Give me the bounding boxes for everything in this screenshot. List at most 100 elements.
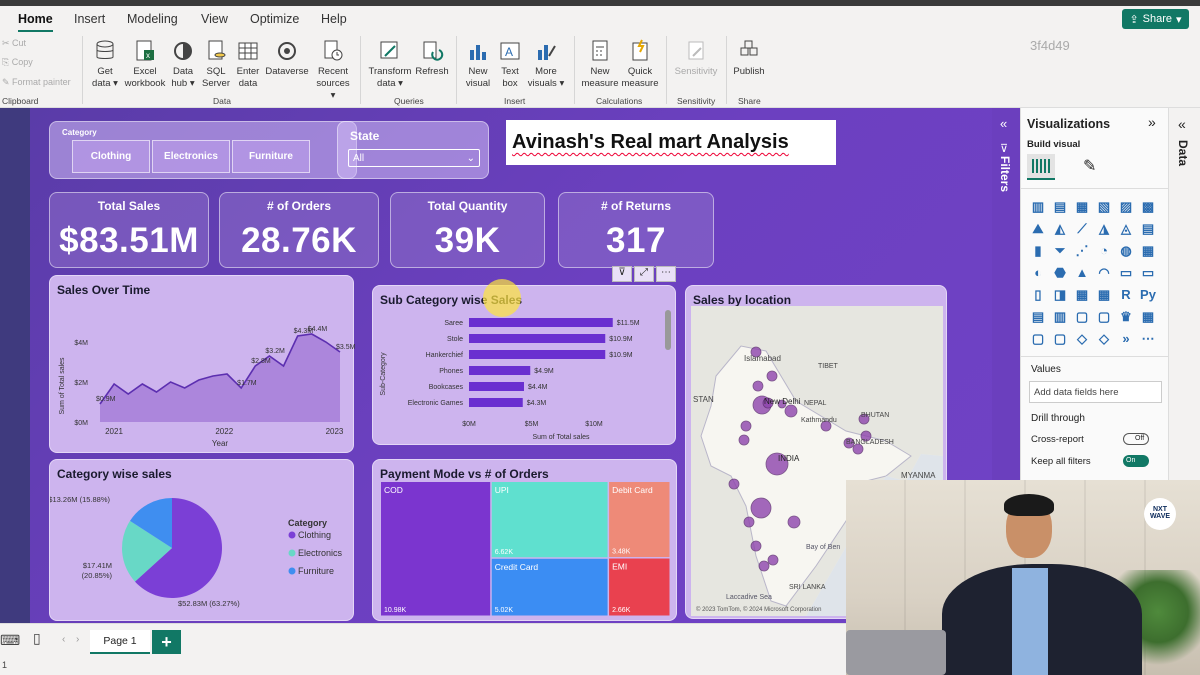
filled-map-visual-icon[interactable]: ◐ — [1034, 265, 1042, 280]
get-more-visual-icon[interactable]: ▢ — [1053, 331, 1067, 346]
data-hub-button[interactable]: Data hub ▾ — [168, 38, 198, 90]
keep-filters-toggle[interactable]: On — [1123, 455, 1149, 467]
ai-visual-icon[interactable]: ◇ — [1099, 331, 1109, 346]
enter-data-button[interactable]: Enter data — [233, 38, 263, 90]
more-visual-icon[interactable]: ⋯ — [1141, 331, 1155, 346]
power-apps-visual-icon[interactable]: ▦ — [1141, 309, 1155, 324]
matrix-visual-icon[interactable]: ▦ — [1075, 287, 1089, 302]
publish-button[interactable]: Publish — [730, 38, 768, 78]
filters-pane-collapsed[interactable]: « ⊽ Filters — [992, 108, 1020, 480]
more-visuals-button[interactable]: More visuals ▾ — [526, 38, 566, 90]
kpi-card-returns[interactable]: # of Returns 317 — [558, 192, 714, 268]
slicer-option-clothing[interactable]: Clothing — [72, 140, 150, 173]
recent-sources-button[interactable]: Recent sources ▾ — [313, 38, 353, 102]
decomposition-visual-icon[interactable]: ▤ — [1031, 309, 1045, 324]
add-page-button[interactable]: + — [152, 630, 181, 654]
python-visual-visual-icon[interactable]: R — [1121, 287, 1131, 302]
ribbon-visual-icon[interactable]: ◬ — [1121, 221, 1131, 236]
goals-visual-icon[interactable]: ♛ — [1120, 309, 1132, 324]
copy-button[interactable]: ⎘ Copy — [2, 57, 33, 67]
sub-category-visual[interactable]: Sub Category wise Sales Sub-Category Sum… — [372, 285, 676, 445]
tab-insert[interactable]: Insert — [74, 12, 106, 26]
sensitivity-button[interactable]: Sensitivity — [672, 38, 720, 78]
format-visual-icon[interactable]: ✎ — [1083, 158, 1097, 175]
focus-mode-icon[interactable]: ⤢ — [634, 266, 654, 282]
tab-optimize[interactable]: Optimize — [250, 12, 300, 26]
funnel-visual-icon[interactable]: ▮ — [1034, 243, 1042, 258]
table-visual-icon[interactable]: ◨ — [1053, 287, 1067, 302]
category-wise-visual[interactable]: Category wise sales $52.83M (63.27%) $17.… — [49, 459, 354, 621]
collapse-arrow-icon[interactable]: » — [1148, 114, 1156, 130]
format-painter-button[interactable]: ✎ Format painter — [2, 77, 71, 87]
tab-help[interactable]: Help — [321, 12, 347, 26]
line-visual-icon[interactable]: ⛰ — [1032, 221, 1044, 236]
waterfall-visual-icon[interactable]: ▤ — [1141, 221, 1155, 236]
cut-button[interactable]: ✂ Cut — [2, 38, 27, 48]
donut-visual-icon[interactable]: ◔ — [1100, 243, 1108, 258]
previous-page-icon[interactable]: ‹ — [62, 634, 66, 645]
get-data-button[interactable]: Get data ▾ — [88, 38, 122, 90]
sales-over-time-visual[interactable]: Sales Over Time Sum of Total sales Year … — [49, 275, 355, 453]
slicer-option-electronics[interactable]: Electronics — [152, 140, 230, 173]
line-column-visual-icon[interactable]: ◮ — [1099, 221, 1109, 236]
100-bar-visual-icon[interactable]: ▨ — [1119, 199, 1133, 214]
slicer-visual-icon[interactable]: ▯ — [1034, 287, 1042, 302]
cross-report-toggle[interactable]: Off — [1123, 433, 1149, 445]
pie-visual-icon[interactable]: ⋰ — [1075, 243, 1089, 258]
tab-modeling[interactable]: Modeling — [127, 12, 178, 26]
transform-data-button[interactable]: Transform data ▾ — [366, 38, 414, 90]
state-dropdown[interactable]: All ⌄ — [348, 149, 480, 167]
paginated-visual-icon[interactable]: ▢ — [1097, 309, 1111, 324]
smart-narrative-visual-icon[interactable]: ▢ — [1075, 309, 1089, 324]
stacked-bar-visual-icon[interactable]: ▥ — [1031, 199, 1045, 214]
clustered-bar-visual-icon[interactable]: ▦ — [1075, 199, 1089, 214]
key-influencers-visual-icon[interactable]: Py — [1140, 287, 1156, 302]
quick-measure-button[interactable]: Quick measure — [620, 38, 660, 90]
kpi-visual-icon[interactable]: ▭ — [1141, 265, 1155, 280]
payment-mode-visual[interactable]: Payment Mode vs # of Orders COD 10.98K UPI… — [372, 459, 677, 621]
azure-map-visual-icon[interactable]: ⬣ — [1054, 265, 1066, 280]
clustered-column-visual-icon[interactable]: ▧ — [1097, 199, 1111, 214]
next-page-icon[interactable]: › — [76, 634, 80, 645]
new-visual-button[interactable]: New visual — [462, 38, 494, 90]
multi-row-card-visual-icon[interactable]: ▭ — [1119, 265, 1133, 280]
build-visual-tab[interactable] — [1027, 154, 1055, 180]
area-visual-icon[interactable]: ◭ — [1055, 221, 1065, 236]
100-column-visual-icon[interactable]: ▩ — [1141, 199, 1155, 214]
stacked-column-visual-icon[interactable]: ▤ — [1053, 199, 1067, 214]
desktop-view-icon[interactable]: ⌨ — [0, 632, 21, 648]
share-button[interactable]: ⇪ Share ▾ — [1122, 9, 1189, 29]
card-visual-icon[interactable]: ◠ — [1098, 265, 1110, 280]
excel-workbook-button[interactable]: x Excel workbook — [122, 38, 168, 90]
map-visual-icon[interactable]: ▦ — [1141, 243, 1155, 258]
new-measure-button[interactable]: New measure — [580, 38, 620, 90]
kpi-card-orders[interactable]: # of Orders 28.76K — [219, 192, 379, 268]
scrollbar[interactable] — [665, 310, 671, 350]
slicer-option-furniture[interactable]: Furniture — [232, 140, 310, 173]
kpi-card-total-sales[interactable]: Total Sales $83.51M — [49, 192, 209, 268]
qa-visual-icon[interactable]: ▥ — [1053, 309, 1067, 324]
treemap-visual-icon[interactable]: ◍ — [1120, 243, 1132, 258]
data-pane-collapsed[interactable]: « Data — [1168, 108, 1200, 480]
text-box-button[interactable]: A Text box — [496, 38, 524, 90]
scatter-visual-icon[interactable]: ⏷ — [1054, 243, 1066, 258]
kpi-card-total-quantity[interactable]: Total Quantity 39K — [390, 192, 545, 268]
values-drop-zone[interactable]: Add data fields here — [1029, 381, 1162, 403]
gauge-visual-icon[interactable]: ▲ — [1075, 265, 1089, 280]
more-options-icon[interactable]: ⋯ — [656, 266, 676, 282]
dataverse-button[interactable]: Dataverse — [263, 38, 311, 78]
power-automate-visual-icon[interactable]: ▢ — [1031, 331, 1045, 346]
filter-icon[interactable]: ⊽ — [612, 266, 632, 282]
tab-view[interactable]: View — [201, 12, 228, 26]
stacked-area-visual-icon[interactable]: ⟋ — [1077, 221, 1087, 236]
r-visual-visual-icon[interactable]: ▦ — [1097, 287, 1111, 302]
power-bi-visual-icon[interactable]: » — [1122, 331, 1130, 346]
refresh-button[interactable]: Refresh — [414, 38, 450, 78]
collapse-arrow-icon[interactable]: « — [1000, 116, 1008, 131]
ellipsis-visual-icon[interactable]: ◇ — [1077, 331, 1087, 346]
sql-server-button[interactable]: SQL Server — [199, 38, 233, 90]
report-title-box[interactable]: Avinash's Real mart Analysis — [506, 120, 836, 165]
mobile-view-icon[interactable]: ▯ — [33, 630, 41, 646]
tab-home[interactable]: Home — [18, 12, 53, 32]
page-tab-1[interactable]: Page 1 — [90, 630, 150, 654]
